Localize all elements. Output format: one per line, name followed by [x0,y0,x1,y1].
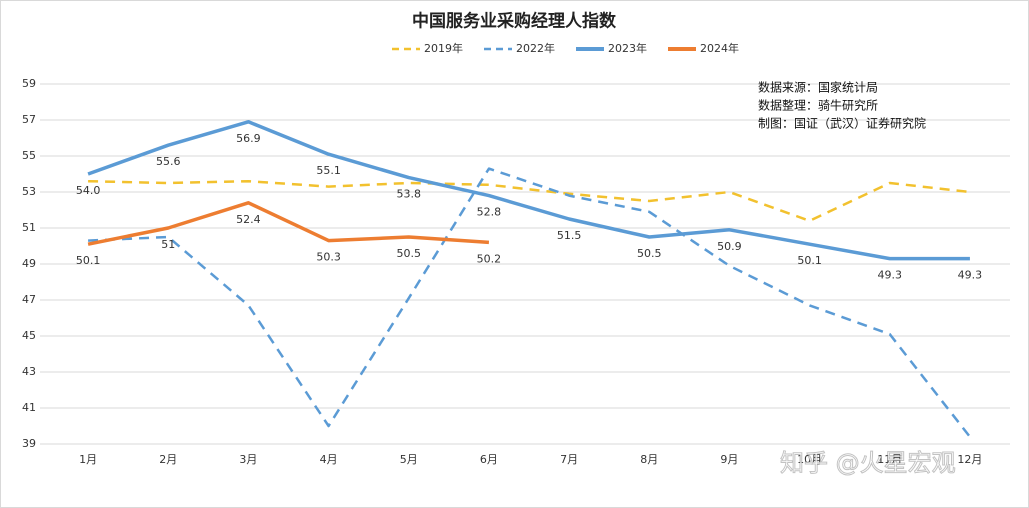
annotation: 数据整理：骑牛研究所 [758,98,878,113]
data-label: 50.5 [637,247,662,260]
data-label: 51.5 [557,229,582,242]
data-label: 56.9 [236,132,261,145]
x-tick-label: 10月 [797,453,822,466]
x-tick-label: 7月 [560,453,578,466]
watermark: 知乎 @火星宏观 [780,449,956,477]
x-tick-label: 9月 [720,453,738,466]
x-tick-label: 1月 [79,453,97,466]
data-label: 49.3 [878,269,903,282]
data-label: 51 [161,238,175,251]
x-tick-label: 11月 [877,453,902,466]
y-tick-label: 51 [22,221,36,234]
annotation: 制图：国证（武汉）证券研究院 [758,116,926,131]
legend-label: 2019年 [424,41,463,55]
chart-title: 中国服务业采购经理人指数 [412,11,617,32]
x-tick-label: 12月 [957,453,982,466]
y-tick-label: 43 [22,365,36,378]
annotation: 数据来源：国家统计局 [758,80,878,95]
y-tick-label: 41 [22,401,36,414]
x-tick-label: 2月 [159,453,177,466]
series-line [87,120,970,261]
x-tick-label: 6月 [480,453,498,466]
data-label: 50.9 [717,240,742,253]
legend-label: 2022年 [516,41,555,55]
data-label: 52.4 [236,213,261,226]
data-label: 50.5 [397,247,422,260]
data-label: 50.2 [477,252,502,265]
y-tick-label: 39 [22,437,36,450]
y-tick-label: 47 [22,293,36,306]
x-tick-label: 8月 [640,453,658,466]
data-label: 49.3 [958,269,983,282]
x-tick-label: 4月 [320,453,338,466]
y-tick-label: 45 [22,329,36,342]
data-label: 50.3 [316,251,341,264]
data-label: 54.0 [76,184,101,197]
x-tick-label: 5月 [400,453,418,466]
data-label: 50.1 [76,254,101,267]
y-tick-label: 55 [22,149,36,162]
y-tick-label: 53 [22,185,36,198]
series-line [87,201,490,246]
legend-label: 2023年 [608,41,647,55]
data-label: 52.8 [477,206,502,219]
y-tick-label: 57 [22,113,36,126]
data-label: 50.1 [797,254,822,267]
legend-label: 2024年 [700,41,739,55]
data-label: 55.1 [316,164,341,177]
y-tick-label: 49 [22,257,36,270]
data-label: 55.6 [156,155,181,168]
y-tick-label: 59 [22,77,36,90]
x-tick-label: 3月 [239,453,257,466]
data-label: 53.8 [397,188,422,201]
